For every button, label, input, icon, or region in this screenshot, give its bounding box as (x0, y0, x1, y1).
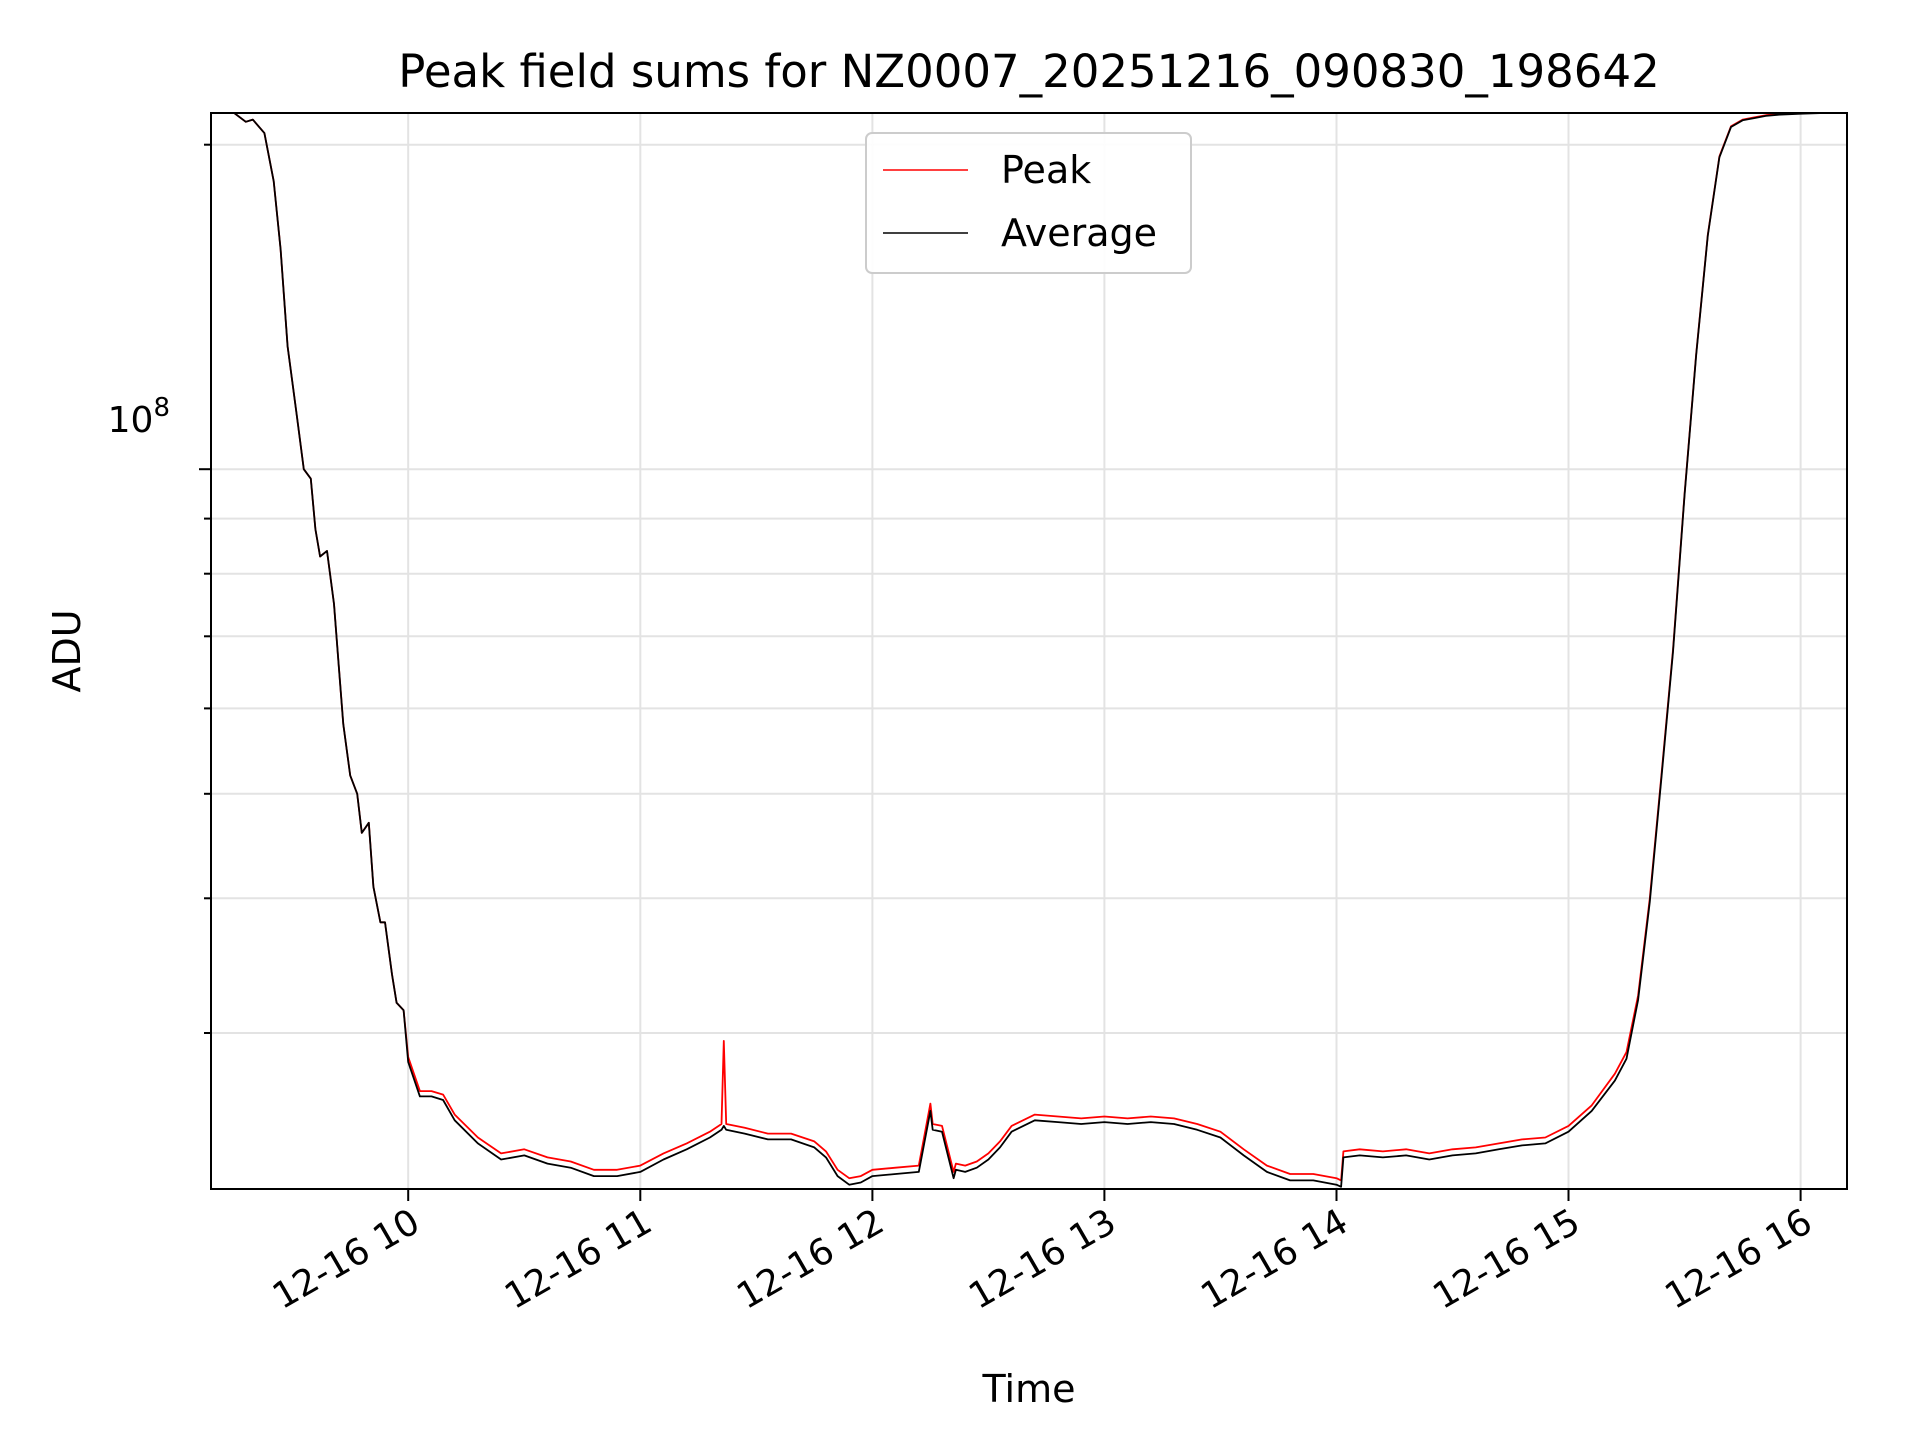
legend-label-peak: Peak (1001, 148, 1091, 192)
y-axis-label: ADU (45, 609, 89, 692)
y-tick-label-exponent: 8 (153, 393, 170, 423)
x-grid (407, 113, 1802, 1189)
y-tick-label-1e8: 108 (108, 393, 170, 441)
legend-box (865, 132, 1192, 274)
plot-frame (210, 112, 1848, 1190)
y-tick-label-base: 10 (108, 400, 154, 441)
y-grid (211, 143, 1847, 1034)
x-axis-label: Time (982, 1367, 1076, 1411)
series-line-average (211, 113, 1847, 1188)
legend: Peak Average (865, 132, 1192, 274)
series-layer (211, 113, 1847, 1188)
chart-title: Peak field sums for NZ0007_20251216_0908… (398, 45, 1659, 98)
y-ticks (199, 143, 211, 1034)
legend-label-average: Average (1001, 211, 1157, 255)
